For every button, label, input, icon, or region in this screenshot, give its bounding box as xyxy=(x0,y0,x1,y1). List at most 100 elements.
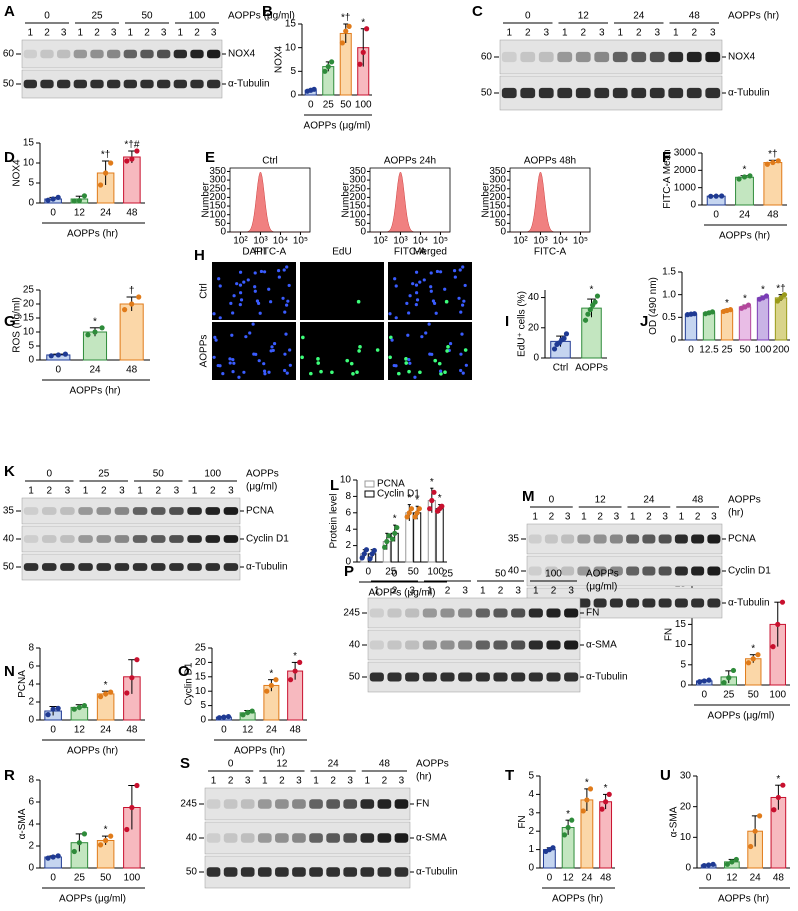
nucleus xyxy=(443,287,447,291)
x-tick-label: 10⁵ xyxy=(433,236,448,247)
y-tick-label: 0 xyxy=(528,863,534,874)
bar xyxy=(738,306,752,341)
group-label: 100 xyxy=(204,469,221,480)
nucleus xyxy=(283,368,287,373)
x-tick-label: 25 xyxy=(723,690,735,701)
blot-band xyxy=(275,867,289,877)
protein-label: NOX4 xyxy=(728,52,756,63)
group-label: 25 xyxy=(98,469,110,480)
edu-nucleus xyxy=(463,348,468,352)
protein-label: PCNA xyxy=(246,506,274,517)
x-tick-label: 100 xyxy=(124,873,141,884)
blot-band xyxy=(275,833,289,843)
group-label: 24 xyxy=(643,495,655,506)
data-point xyxy=(249,708,255,714)
lane-label: 3 xyxy=(565,512,571,523)
annotation: * xyxy=(293,651,297,662)
edu-nucleus xyxy=(388,355,392,360)
data-point xyxy=(384,538,390,545)
x-tick-label: 25 xyxy=(323,100,335,111)
nucleus xyxy=(258,311,262,315)
data-point xyxy=(771,807,777,813)
y-tick-label: 350 xyxy=(489,166,506,177)
blot-band xyxy=(309,799,323,809)
group-label: 0 xyxy=(549,495,555,506)
data-point xyxy=(585,311,591,317)
data-point xyxy=(136,294,142,300)
data-point xyxy=(701,862,707,869)
x-tick-label: 10⁴ xyxy=(273,236,288,247)
mw-label: 40 xyxy=(3,534,15,545)
blot-band xyxy=(422,640,437,650)
blot-band xyxy=(173,79,187,89)
blot-band xyxy=(394,799,409,809)
y-tick-label: 10 xyxy=(675,639,687,650)
protein-label: α-Tubulin xyxy=(586,672,628,683)
blot-band xyxy=(658,598,672,608)
data-point xyxy=(55,853,61,859)
nucleus xyxy=(246,278,250,282)
data-point xyxy=(696,679,703,685)
blot-band xyxy=(493,640,508,650)
data-point xyxy=(124,826,130,833)
blot-strip xyxy=(367,597,581,629)
x-tick-label: 50 xyxy=(739,345,751,356)
group-label: 50 xyxy=(153,469,165,480)
annotation: * xyxy=(407,493,411,504)
nucleus xyxy=(272,341,277,346)
nucleus xyxy=(390,338,394,342)
blot-band xyxy=(205,563,221,571)
data-point xyxy=(781,292,788,298)
blot-band xyxy=(544,566,558,576)
lane-label: 3 xyxy=(614,512,620,523)
blot-band xyxy=(169,507,184,515)
protein-label: α-SMA xyxy=(586,640,617,651)
protein-label: NOX4 xyxy=(228,49,256,60)
blot-band xyxy=(223,535,239,543)
data-point xyxy=(311,86,317,92)
nucleus xyxy=(414,283,419,287)
data-point xyxy=(225,713,232,720)
x-tick-label: 100 xyxy=(355,100,372,111)
x-axis-label: AOPPs (hr) xyxy=(552,894,603,905)
y-axis-label: NOX4 xyxy=(11,159,22,187)
nucleus xyxy=(259,269,264,274)
blot-band xyxy=(546,608,561,618)
blot-band xyxy=(132,563,148,571)
bar xyxy=(763,162,783,206)
nucleus xyxy=(218,316,222,320)
nucleus xyxy=(288,363,292,367)
blot-strip xyxy=(526,523,723,555)
edu-nucleus xyxy=(433,358,438,363)
protein-label: FN xyxy=(586,608,599,619)
x-tick-label: 25 xyxy=(74,873,86,884)
blot-band xyxy=(387,640,402,650)
blot-band xyxy=(132,535,148,543)
nucleus xyxy=(238,270,243,274)
nucleus xyxy=(218,284,222,288)
annotation: * xyxy=(743,294,747,305)
edu-nucleus xyxy=(356,299,361,304)
blot-strip xyxy=(204,787,411,821)
lane-label: 2 xyxy=(210,486,216,497)
y-tick-label: 40 xyxy=(528,292,540,303)
mw-label: 50 xyxy=(349,672,361,683)
y-tick-label: 0 xyxy=(345,557,351,568)
y-tick-label: 6 xyxy=(28,661,34,672)
data-point xyxy=(297,659,303,666)
y-tick-label: 100 xyxy=(489,209,506,220)
edu-nucleus xyxy=(355,370,359,375)
group-label: 48 xyxy=(379,759,391,770)
y-tick-label: 100 xyxy=(349,209,366,220)
edu-nucleus xyxy=(446,345,450,349)
data-point xyxy=(750,656,756,662)
nucleus xyxy=(276,269,281,273)
nucleus xyxy=(285,303,289,307)
x-tick-label: 24 xyxy=(266,725,278,736)
y-tick-label: 4 xyxy=(28,819,34,830)
nucleus xyxy=(253,289,257,293)
y-tick-label: 350 xyxy=(209,166,226,177)
data-point xyxy=(134,782,140,789)
nucleus xyxy=(418,280,422,284)
nucleus xyxy=(239,298,244,302)
